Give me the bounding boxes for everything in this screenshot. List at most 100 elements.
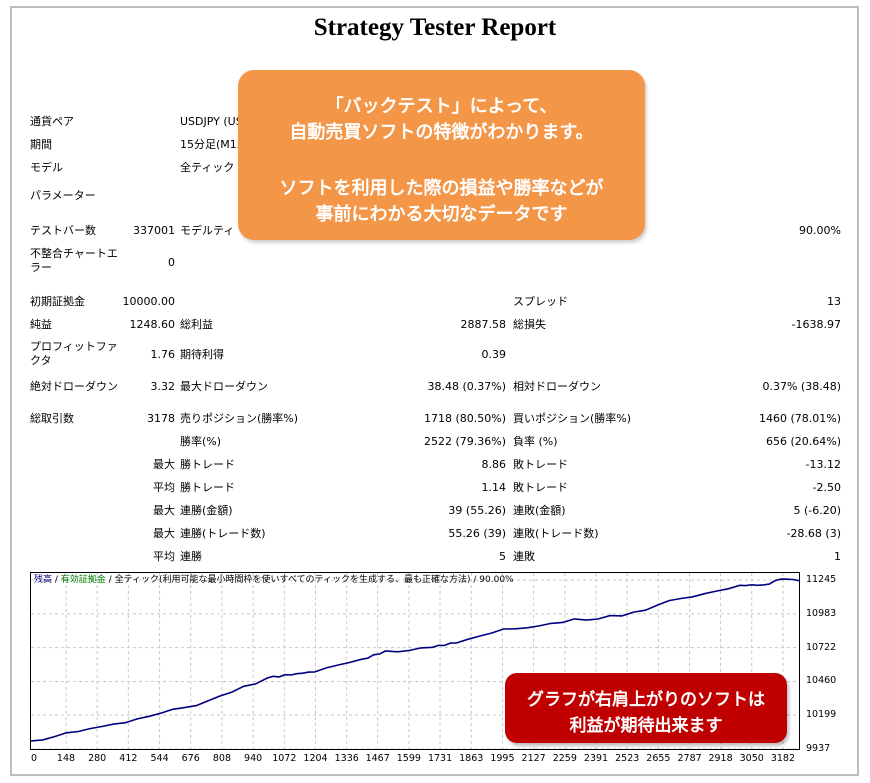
cons-profit-value: 55.26 (39) xyxy=(448,527,506,540)
profit-callout: グラフが右肩上がりのソフトは 利益が期待出来ます xyxy=(505,673,787,743)
largest-loss-label: 敗トレード xyxy=(513,458,568,471)
grossprofit-label: 総利益 xyxy=(180,318,213,331)
y-tick-label: 10460 xyxy=(806,675,837,687)
grossloss-value: -1638.97 xyxy=(791,318,841,331)
x-tick-label: 3050 xyxy=(739,753,764,764)
x-tick-label: 2391 xyxy=(583,753,609,764)
model-label: モデル xyxy=(30,161,63,174)
cons-profit-label: 連勝(トレード数) xyxy=(180,527,266,540)
deposit-label: 初期証拠金 xyxy=(30,295,85,308)
maxdd-label: 最大ドローダウン xyxy=(180,380,268,393)
largest-win-value: 8.86 xyxy=(481,458,507,471)
x-tick-label: 2259 xyxy=(552,753,577,764)
bars-value: 337001 xyxy=(133,224,175,237)
loss-value: 656 (20.64%) xyxy=(765,435,841,448)
pf-label: プロフィットファクタ xyxy=(30,340,118,367)
avg-prefix-2: 平均 xyxy=(153,550,175,563)
x-tick-label: 1336 xyxy=(334,753,359,764)
netprofit-label: 純益 xyxy=(30,318,52,331)
symbol-label: 通貨ペア xyxy=(30,115,74,128)
absdd-label: 絶対ドローダウン xyxy=(30,380,118,393)
mismatch-value: 0 xyxy=(168,256,175,269)
y-tick-label: 10199 xyxy=(806,709,837,721)
x-tick-label: 1995 xyxy=(490,753,515,764)
callout-line-3: ソフトを利用した際の損益や勝率などが xyxy=(279,178,604,199)
x-tick-label: 1072 xyxy=(272,753,297,764)
avg-win-label: 勝トレード xyxy=(180,481,235,494)
legend-balance: 残高 xyxy=(34,575,53,585)
cons-wins-label: 連勝(金額) xyxy=(180,504,233,517)
cons-losses-value: 5 (-6.20) xyxy=(793,504,841,517)
avg-cons-losses-value: 1 xyxy=(834,550,841,563)
quality-value: 90.00% xyxy=(799,224,841,237)
mismatch-label: 不整合チャートエラー xyxy=(30,247,118,274)
x-tick-label: 1599 xyxy=(396,753,421,764)
legend-equity: 有効証拠金 xyxy=(60,575,106,585)
x-tick-label: 1204 xyxy=(303,753,328,764)
netprofit-value: 1248.60 xyxy=(129,318,176,331)
win-value: 2522 (79.36%) xyxy=(423,435,506,448)
deposit-value: 10000.00 xyxy=(122,295,176,308)
payoff-label: 期待利得 xyxy=(180,348,224,361)
params-label: パラメーター xyxy=(30,189,96,202)
reldd-label: 相対ドローダウン xyxy=(513,380,601,393)
win-label: 勝率(%) xyxy=(180,435,222,448)
short-value: 1718 (80.50%) xyxy=(423,412,506,425)
y-tick-label: 9937 xyxy=(806,743,831,754)
short-label: 売りポジション(勝率%) xyxy=(180,412,299,425)
cons-losses-label: 連敗(金額) xyxy=(513,504,566,517)
pf-value: 1.76 xyxy=(150,348,176,361)
callout-line-1: 「バックテスト」によって、 xyxy=(325,96,558,117)
avg-prefix-1: 平均 xyxy=(153,481,175,494)
avg-cons-losses-label: 連敗 xyxy=(513,550,535,563)
reldd-value: 0.37% (38.48) xyxy=(762,380,841,393)
avg-win-value: 1.14 xyxy=(481,481,507,494)
symbol-value: USDJPY (US xyxy=(180,115,243,128)
legend-separator-1: / xyxy=(52,575,61,585)
model-value: 全ティック xyxy=(180,161,235,174)
grossloss-label: 総損失 xyxy=(513,318,546,331)
spread-value: 13 xyxy=(827,295,841,308)
x-tick-label: 3182 xyxy=(770,753,796,764)
max-prefix-2: 最大 xyxy=(153,504,175,517)
long-label: 買いポジション(勝率%) xyxy=(513,412,632,425)
trades-value: 3178 xyxy=(147,412,175,425)
period-value: 15分足(M15 xyxy=(180,138,244,151)
callout2-line-1: グラフが右肩上がりのソフトは xyxy=(527,690,765,710)
cons-loss-label: 連敗(トレード数) xyxy=(513,527,599,540)
callout-line-4: 事前にわかる大切なデータです xyxy=(315,204,568,225)
avg-loss-value: -2.50 xyxy=(812,481,841,494)
x-tick-label: 1467 xyxy=(365,753,390,764)
x-tick-label: 2918 xyxy=(708,753,733,764)
absdd-value: 3.32 xyxy=(150,380,176,393)
report-title: Strategy Tester Report xyxy=(313,14,557,41)
x-tick-label: 1731 xyxy=(427,753,453,764)
loss-label: 負率 (%) xyxy=(513,435,558,448)
x-tick-label: 2787 xyxy=(677,753,702,764)
x-tick-label: 2655 xyxy=(646,753,671,764)
legend-separator-3: / xyxy=(470,575,480,585)
max-prefix-1: 最大 xyxy=(153,458,175,471)
avg-cons-wins-label: 連勝 xyxy=(180,550,202,563)
maxdd-value: 38.48 (0.37%) xyxy=(427,380,506,393)
x-tick-label: 2127 xyxy=(521,753,546,764)
trades-label: 総取引数 xyxy=(30,412,74,425)
y-tick-label: 10983 xyxy=(806,607,837,619)
grossprofit-value: 2887.58 xyxy=(460,318,507,331)
spread-label: スプレッド xyxy=(513,295,568,308)
x-tick-label: 148 xyxy=(56,753,76,764)
x-tick-label: 544 xyxy=(150,753,169,764)
callout-line-2: 自動売買ソフトの特徴がわかります。 xyxy=(289,122,594,143)
legend-model: 全ティック(利用可能な最小時間枠を使いすべてのティックを生成する、最も正確な方法… xyxy=(114,575,471,585)
chart-legend: 残高 / 有効証拠金 / 全ティック(利用可能な最小時間枠を使いすべてのティック… xyxy=(34,574,514,586)
y-tick-label: 10722 xyxy=(806,641,837,653)
x-tick-label: 0 xyxy=(30,753,38,764)
quality-label: モデルティ xyxy=(180,224,235,237)
info-callout: 「バックテスト」によって、 自動売買ソフトの特徴がわかります。 ソフトを利用した… xyxy=(238,70,645,240)
y-tick-label: 11245 xyxy=(806,574,837,586)
avg-loss-label: 敗トレード xyxy=(513,481,568,494)
x-tick-label: 2523 xyxy=(615,753,640,764)
x-tick-label: 940 xyxy=(244,753,263,764)
callout2-line-2: 利益が期待出来ます xyxy=(569,716,723,736)
period-label: 期間 xyxy=(30,138,52,151)
